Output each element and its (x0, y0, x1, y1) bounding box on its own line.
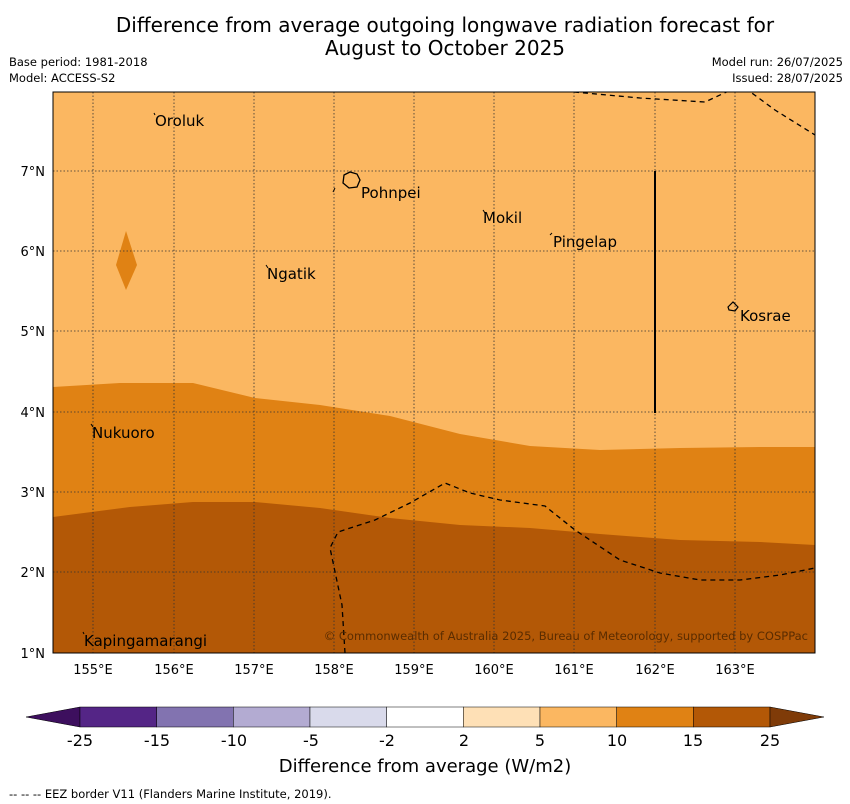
colorbar-tick-label: 5 (535, 731, 545, 750)
place-label-kosrae: Kosrae (740, 307, 791, 325)
eez-border (329, 92, 815, 653)
y-tick-label: 6°N (21, 245, 46, 260)
colorbar-segment (693, 706, 771, 728)
x-tick-label: 157°E (234, 663, 274, 678)
colorbar-tick-label: -10 (221, 731, 247, 750)
x-tick-label: 159°E (394, 663, 434, 678)
copyright-notice: © Commonwealth of Australia 2025, Bureau… (324, 629, 808, 643)
colorbar-tick-label: 15 (683, 731, 703, 750)
title-line-1: Difference from average outgoing longwav… (115, 13, 775, 37)
y-tick-label: 3°N (21, 486, 46, 501)
map-frame (52, 91, 816, 654)
colorbar-tick-label: -25 (67, 731, 93, 750)
colorbar-tick-label: -15 (144, 731, 170, 750)
colorbar-label: Difference from average (W/m2) (279, 756, 571, 777)
title-line-2: August to October 2025 (324, 36, 566, 60)
map-area: Oroluk Pohnpei Mokil Pingelap Ngatik Kos… (53, 92, 815, 653)
y-tick-label: 5°N (21, 325, 46, 340)
colorbar-segment (463, 706, 541, 728)
x-axis-ticks: 155°E 156°E 157°E 158°E 159°E 160°E 161°… (73, 663, 755, 678)
place-label-ngatik: Ngatik (267, 265, 316, 283)
colorbar-segment (79, 706, 157, 728)
y-axis-ticks: 7°N 6°N 5°N 4°N 3°N 2°N 1°N (21, 165, 46, 662)
anomaly-patch (116, 231, 137, 290)
colorbar-tick-label: -5 (303, 731, 319, 750)
place-label-pohnpei: Pohnpei (361, 184, 421, 202)
colorbar-tick-label: 10 (607, 731, 627, 750)
kosrae-island-shape (727, 301, 739, 312)
colorbar-segment (386, 706, 464, 728)
colorbar-segment (309, 706, 387, 728)
model-name: Model: ACCESS-S2 (9, 71, 116, 85)
colorbar-extend-low (25, 706, 81, 728)
colorbar-segment (233, 706, 311, 728)
y-tick-label: 1°N (21, 647, 46, 662)
colorbar-tick-label: 2 (459, 731, 469, 750)
colorbar-ticks: -25 -15 -10 -5 -2 2 5 10 15 25 (67, 731, 780, 750)
place-label-mokil: Mokil (483, 209, 522, 227)
colorbar-segment (616, 706, 694, 728)
colorbar (25, 706, 825, 728)
issued-date: Issued: 28/07/2025 (732, 71, 843, 85)
x-tick-label: 163°E (715, 663, 755, 678)
x-tick-label: 155°E (73, 663, 113, 678)
model-run: Model run: 26/07/2025 (711, 55, 843, 69)
place-label-pingelap: Pingelap (553, 233, 617, 251)
gridlines (53, 92, 815, 653)
y-tick-label: 4°N (21, 406, 46, 421)
island-mark (332, 187, 336, 193)
x-tick-label: 160°E (474, 663, 514, 678)
x-tick-label: 158°E (314, 663, 354, 678)
y-tick-label: 7°N (21, 165, 46, 180)
colorbar-tick-label: 25 (760, 731, 780, 750)
place-label-oroluk: Oroluk (155, 112, 204, 130)
pohnpei-island-shape (342, 171, 361, 189)
colorbar-tick-label: -2 (379, 731, 395, 750)
x-tick-label: 161°E (554, 663, 594, 678)
x-tick-label: 162°E (635, 663, 675, 678)
base-period: Base period: 1981-2018 (9, 55, 148, 69)
atoll-marks (82, 112, 553, 635)
map-title: Difference from average outgoing longwav… (0, 14, 850, 60)
colorbar-extend-high (769, 706, 825, 728)
colorbar-segment (539, 706, 617, 728)
y-tick-label: 2°N (21, 566, 46, 581)
place-label-nukuoro: Nukuoro (92, 424, 155, 442)
place-label-kapingamarangi: Kapingamarangi (84, 632, 207, 650)
anomaly-region-15-25 (53, 502, 815, 653)
x-tick-label: 156°E (154, 663, 194, 678)
eez-legend-note: -- -- -- EEZ border V11 (Flanders Marine… (9, 787, 332, 801)
colorbar-segment (156, 706, 234, 728)
